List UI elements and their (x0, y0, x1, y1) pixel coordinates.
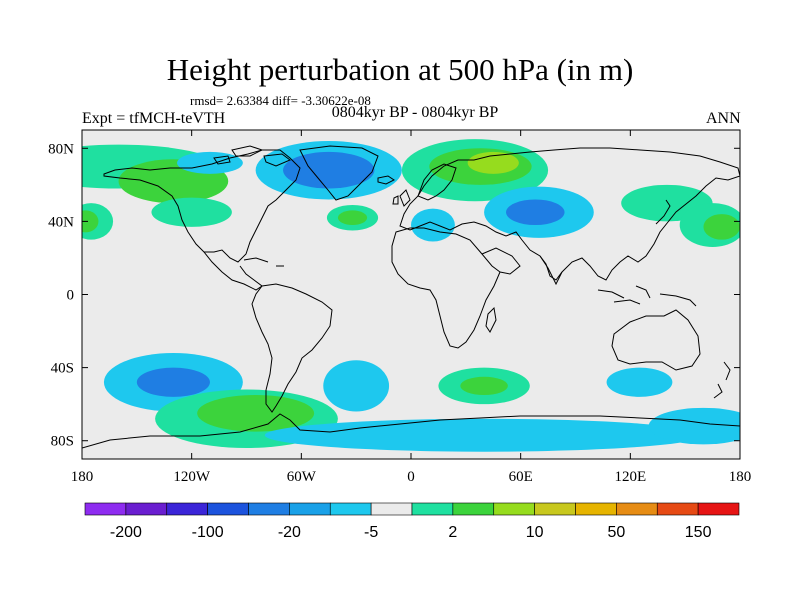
coast-north-america (103, 149, 301, 263)
colorbar-label: 2 (448, 524, 457, 541)
colorbar-swatch (166, 502, 208, 516)
coast-eurasia (399, 147, 740, 281)
coast-south-america (251, 283, 333, 413)
colorbar-swatch (452, 502, 495, 516)
coast-africa (391, 227, 501, 349)
y-tick-label: 80S (51, 434, 74, 450)
anomaly-scandinavia-positive-peak (467, 151, 519, 174)
map-panel: 180 120W 60W 0 60E 120E 180 80N 40N 0 40S 80S (48, 129, 751, 485)
colorbar-label: 10 (526, 524, 544, 541)
coast-antarctica (82, 413, 740, 449)
coast-se-asia-islands (597, 285, 697, 307)
coastlines (82, 145, 740, 449)
coast-british-isles (392, 189, 411, 207)
colorbar-swatch (697, 502, 740, 516)
y-tick-label: 80N (48, 141, 74, 157)
colorbar-swatch (207, 502, 249, 516)
coast-central-america (203, 251, 263, 291)
coast-madagascar (485, 306, 497, 333)
anomaly-south-indian-positive-core (460, 376, 508, 396)
colorbar-swatch (411, 502, 454, 516)
y-tick-label: 0 (67, 288, 75, 304)
colorbar-swatch (656, 502, 699, 516)
anomaly-antarctic-east-negative (648, 407, 740, 445)
coast-iceland (377, 175, 395, 185)
x-tick-label: 60W (287, 469, 317, 485)
colorbar-swatch (493, 502, 535, 516)
anomaly-pacific-west-positive-core (82, 210, 99, 233)
colorbar-label: -5 (364, 524, 378, 541)
x-tick-label: 180 (729, 469, 752, 485)
experiment-label: Expt = tfMCH-teVTH (82, 110, 226, 127)
colorbar: -200 -100 -20 -5 2 10 50 150 (84, 502, 740, 541)
colorbar-swatch (125, 502, 168, 516)
plot-title: Height perturbation at 500 hPa (in m) (166, 52, 634, 87)
x-tick-label: 60E (509, 469, 533, 485)
coast-australia (611, 309, 701, 371)
colorbar-swatch (248, 502, 290, 516)
anomaly-north-atlantic-positive-core (337, 210, 368, 226)
colorbar-label: 50 (607, 524, 625, 541)
coast-caribbean (243, 257, 284, 267)
season-label: ANN (706, 110, 741, 127)
colorbar-swatch (84, 502, 127, 516)
colorbar-swatch (575, 502, 617, 516)
colorbar-label: 150 (685, 524, 712, 541)
coast-arctic-islands (213, 145, 291, 167)
x-tick-label: 120E (614, 469, 646, 485)
coast-japan (655, 199, 671, 225)
colorbar-swatch (534, 502, 576, 516)
colorbar-swatch (370, 502, 413, 516)
coast-greenland (299, 145, 379, 201)
x-tick-label: 180 (71, 469, 94, 485)
anomaly-northwest-pacific-positive-core (703, 214, 740, 240)
x-tick-label: 120W (173, 469, 211, 485)
anomaly-central-asia-negative-core (506, 199, 565, 226)
anomaly-south-australia-negative (606, 367, 673, 397)
stats-line: rmsd= 2.63384 diff= -3.30622e-08 (190, 93, 371, 108)
y-tick-label: 40N (48, 214, 74, 230)
anomaly-south-pacific-negative-core (136, 367, 210, 397)
period-label: 0804kyr BP - 0804kyr BP (331, 104, 499, 121)
anomaly-south-atlantic-negative (323, 360, 390, 412)
y-tick-label: 40S (51, 361, 74, 377)
coast-arabia-india (481, 247, 563, 286)
anomaly-europe-negative (411, 208, 455, 242)
map-ticks: 180 120W 60W 0 60E 120E 180 80N 40N 0 40S 80S (48, 130, 751, 485)
anomaly-northeast-pacific-positive (151, 197, 232, 227)
colorbar-label: -20 (278, 524, 301, 541)
colorbar-label: -200 (110, 524, 142, 541)
coast-scandinavia (417, 163, 457, 201)
colorbar-swatch (616, 502, 658, 516)
x-tick-label: 0 (407, 469, 415, 485)
anomaly-alaska-negative (177, 151, 243, 174)
anomaly-antarctic-negative (264, 418, 704, 452)
colorbar-swatch (329, 502, 372, 516)
colorbar-swatch (289, 502, 331, 516)
coast-new-zealand (713, 361, 731, 399)
colorbar-label: -100 (192, 524, 224, 541)
anomaly-drake-passage-positive-core (197, 395, 315, 432)
